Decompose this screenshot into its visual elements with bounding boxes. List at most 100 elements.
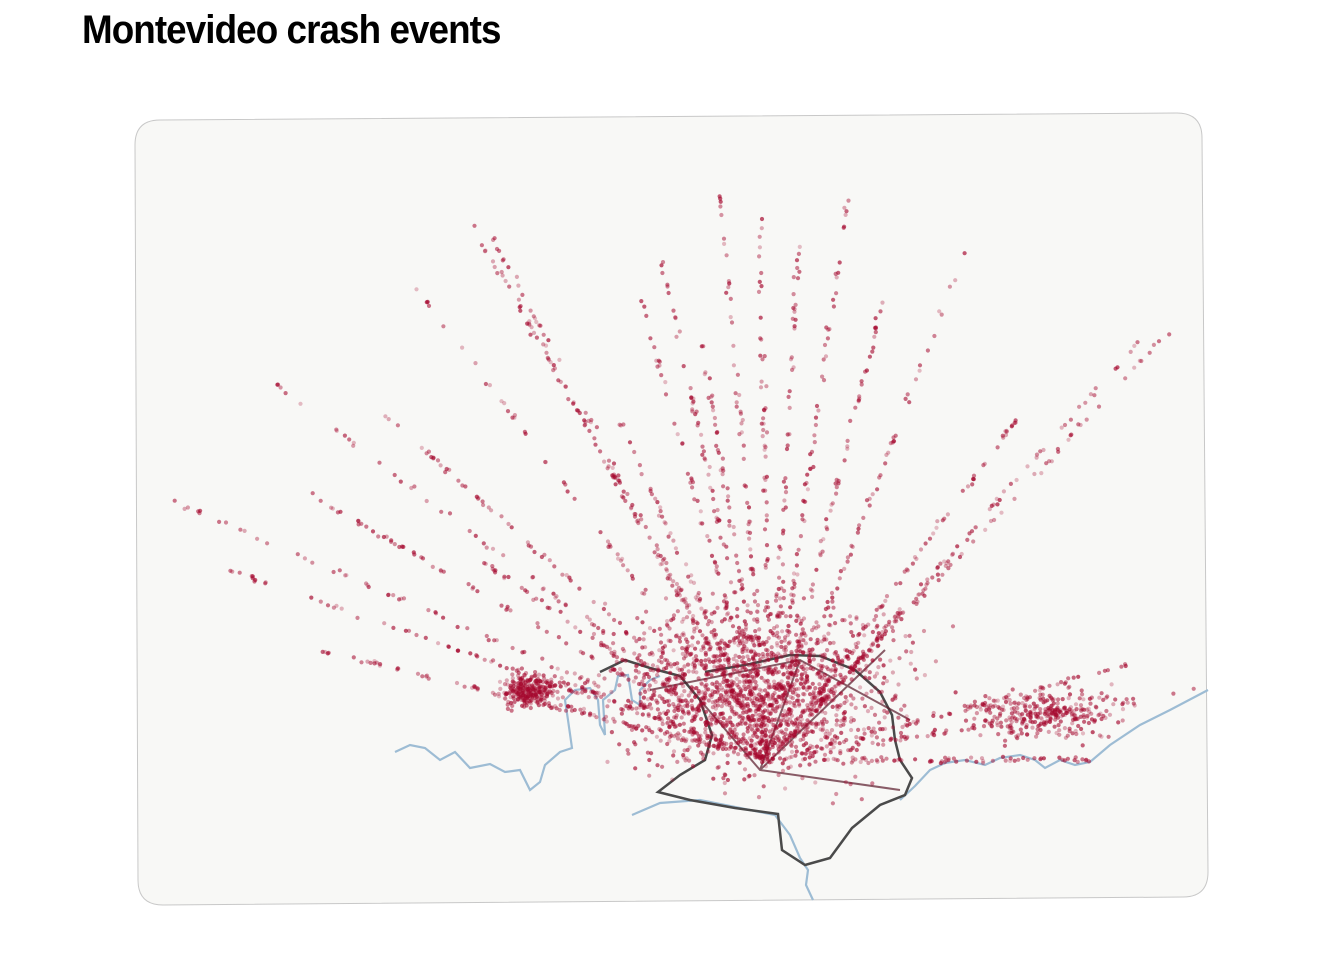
crash-point [781,596,786,601]
crash-point [844,698,849,704]
crash-point [825,527,830,532]
crash-point [905,718,910,723]
crash-point [743,484,749,489]
crash-point [722,780,727,786]
crash-point [753,712,759,717]
crash-point [860,656,866,662]
crash-point [907,721,912,727]
crash-point [602,459,607,464]
crash-point [586,695,591,700]
crash-point [993,698,998,704]
crash-point [835,586,840,591]
crash-point [747,707,753,713]
crash-point [818,553,823,558]
crash-point [995,723,1000,728]
crash-point [875,623,880,629]
crash-point [815,637,820,643]
crash-point [811,652,817,658]
crash-point [979,756,985,761]
crash-point [881,663,886,668]
crash-point [843,675,848,680]
crash-point [1056,697,1061,702]
crash-point [725,678,730,683]
crash-point [899,617,904,622]
crash-point [712,509,717,514]
crash-point [787,755,792,760]
crash-point [669,733,674,738]
crash-point [898,738,903,743]
crash-point [805,674,810,679]
crash-point [659,718,665,723]
crash-point [746,774,751,779]
crash-point [742,678,747,683]
crash-point [871,345,876,350]
crash-point [715,517,720,522]
crash-point [735,663,740,668]
crash-point [439,509,444,514]
crash-point [655,707,661,712]
crash-point [664,658,670,663]
crash-point [823,354,829,359]
crash-point [893,696,898,701]
crash-point [703,691,708,696]
crash-point [783,732,788,737]
crash-point [638,513,643,518]
crash-point [397,597,402,602]
crash-point [734,735,739,740]
crash-point [628,723,633,729]
crash-point [659,263,664,268]
crash-point [734,400,739,405]
crash-point [780,742,785,747]
crash-point [825,693,830,698]
crash-point [854,740,859,745]
crash-point [626,677,631,682]
crash-point [1045,713,1050,718]
crash-point [756,289,762,294]
crash-point [667,725,672,730]
crash-point [706,472,711,477]
crash-point [185,505,190,510]
crash-point [742,680,747,685]
crash-point [693,646,698,651]
crash-point [700,444,705,449]
crash-point [971,723,976,728]
crash-point [756,669,761,674]
crash-point [974,759,979,764]
crash-point [741,736,746,741]
crash-point [780,663,785,668]
crash-point [892,758,897,763]
crash-point [834,485,839,490]
crash-point [894,619,899,624]
crash-point [701,697,707,702]
crash-point [788,742,793,747]
crash-point [798,763,803,768]
crash-point [738,411,744,416]
crash-point [803,670,808,676]
crash-point [672,685,677,690]
crash-point [415,671,421,676]
crash-point [1033,711,1038,716]
crash-point [768,702,773,707]
crash-point [1002,743,1008,748]
crash-point [884,594,890,599]
crash-point [541,586,546,591]
crash-point [504,678,509,683]
crash-point [718,667,723,673]
crash-point [670,583,675,588]
crash-point [808,692,813,697]
crash-point [723,688,729,693]
crash-point [644,725,649,730]
crash-point [802,708,808,713]
crash-point [760,731,765,736]
crash-point [769,684,774,690]
crash-point [746,648,751,654]
crash-point [657,626,662,632]
crash-point [764,543,770,548]
crash-point [884,756,889,761]
crash-point [641,637,646,642]
crash-point [1033,704,1038,709]
crash-point [1077,696,1082,701]
crash-point [776,669,782,675]
crash-point [992,517,997,523]
crash-point [874,758,879,763]
